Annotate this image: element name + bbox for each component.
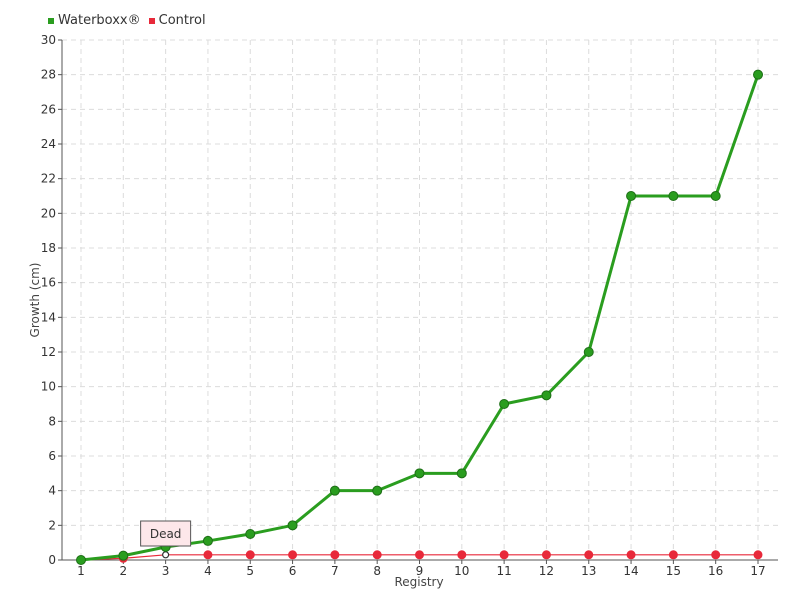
y-tick-label: 24: [41, 137, 56, 151]
x-tick-label: 3: [162, 564, 170, 578]
data-point-control[interactable]: [541, 550, 551, 560]
data-point-waterboxx[interactable]: [414, 468, 425, 479]
x-tick-label: 4: [204, 564, 212, 578]
x-tick-label: 5: [246, 564, 254, 578]
data-point-control[interactable]: [203, 550, 213, 560]
y-tick-label: 22: [41, 172, 56, 186]
annotation-label: Dead: [150, 527, 182, 541]
data-point-control[interactable]: [372, 550, 382, 560]
data-point-control[interactable]: [753, 550, 763, 560]
y-tick-label: 6: [48, 449, 56, 463]
x-tick-label: 1: [77, 564, 85, 578]
data-point-control[interactable]: [457, 550, 467, 560]
y-tick-label: 18: [41, 241, 56, 255]
x-tick-label: 10: [454, 564, 469, 578]
y-tick-label: 0: [48, 553, 56, 567]
x-tick-label: 12: [539, 564, 554, 578]
y-axis-title: Growth (cm): [28, 263, 42, 338]
data-point-control[interactable]: [499, 550, 509, 560]
data-point-waterboxx[interactable]: [329, 485, 340, 496]
data-point-waterboxx[interactable]: [753, 69, 763, 80]
x-tick-label: 11: [496, 564, 511, 578]
legend-label-control: Control: [158, 13, 206, 28]
legend-swatch-waterboxx: [48, 17, 54, 24]
x-tick-label: 15: [666, 564, 681, 578]
legend-item-waterboxx[interactable]: Waterboxx®: [48, 13, 141, 28]
legend: Waterboxx® Control: [48, 13, 206, 28]
y-tick-label: 10: [41, 380, 56, 394]
data-point-control[interactable]: [415, 550, 424, 560]
data-point-waterboxx[interactable]: [499, 399, 510, 409]
data-point-waterboxx[interactable]: [118, 550, 129, 561]
data-point-control[interactable]: [162, 551, 170, 559]
x-tick-label: 14: [623, 564, 638, 578]
x-tick-label: 16: [708, 564, 723, 578]
data-point-waterboxx[interactable]: [710, 191, 721, 201]
legend-swatch-control: [148, 17, 155, 24]
x-axis-title: Registry: [394, 575, 443, 589]
data-point-control[interactable]: [711, 550, 721, 560]
x-tick-label: 6: [289, 564, 297, 578]
data-point-waterboxx[interactable]: [287, 520, 298, 531]
y-tick-label: 2: [48, 518, 56, 532]
data-point-control[interactable]: [288, 550, 298, 560]
data-point-waterboxx[interactable]: [202, 535, 213, 546]
y-tick-label: 8: [48, 414, 56, 428]
data-point-control[interactable]: [626, 550, 636, 560]
x-tick-label: 2: [119, 564, 127, 578]
data-point-control[interactable]: [245, 550, 255, 560]
x-tick-label: 8: [373, 564, 381, 578]
data-point-waterboxx[interactable]: [372, 485, 383, 496]
data-point-control[interactable]: [584, 550, 594, 560]
x-tick-label: 17: [750, 564, 765, 578]
legend-item-control[interactable]: Control: [148, 13, 206, 28]
y-tick-label: 4: [48, 484, 56, 498]
y-tick-label: 28: [41, 68, 56, 82]
data-point-control[interactable]: [668, 550, 678, 560]
data-point-waterboxx[interactable]: [541, 390, 552, 401]
y-tick-label: 26: [41, 102, 56, 116]
data-point-waterboxx[interactable]: [668, 191, 679, 201]
legend-label-waterboxx: Waterboxx®: [58, 13, 141, 28]
data-point-waterboxx[interactable]: [583, 347, 594, 357]
x-tick-label: 7: [331, 564, 339, 578]
data-point-waterboxx[interactable]: [76, 555, 86, 565]
y-tick-label: 12: [41, 345, 56, 359]
x-tick-label: 13: [581, 564, 596, 578]
y-tick-label: 20: [41, 206, 56, 220]
data-point-waterboxx[interactable]: [245, 529, 256, 539]
y-tick-label: 30: [41, 33, 56, 47]
data-point-control[interactable]: [330, 550, 340, 560]
x-tick-label: 9: [416, 564, 424, 578]
y-tick-label: 16: [41, 276, 56, 290]
data-point-waterboxx[interactable]: [626, 191, 637, 201]
data-point-waterboxx[interactable]: [456, 468, 467, 479]
y-tick-label: 14: [41, 310, 56, 324]
annotation-box: [140, 520, 192, 547]
